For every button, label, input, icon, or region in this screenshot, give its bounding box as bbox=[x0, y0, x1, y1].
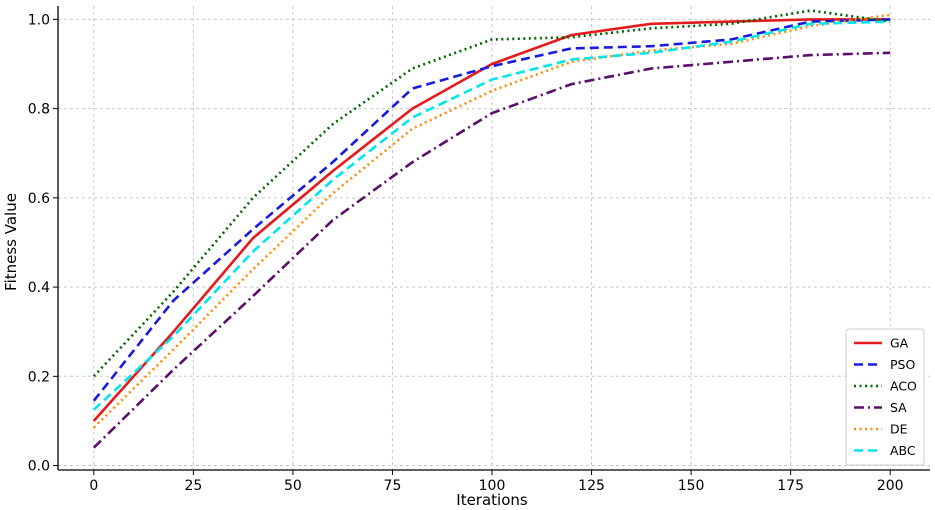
y-tick-label: 0.2 bbox=[28, 369, 50, 385]
x-tick-label: 100 bbox=[479, 478, 506, 494]
legend-label-abc: ABC bbox=[890, 443, 916, 458]
legend-label-ga: GA bbox=[890, 336, 909, 351]
series-line-pso bbox=[92, 18, 891, 402]
x-tick-label: 50 bbox=[284, 478, 302, 494]
x-tick-label: 75 bbox=[384, 478, 402, 494]
legend: GA PSO ACO SA DE ABC bbox=[845, 328, 925, 466]
legend-label-sa: SA bbox=[890, 400, 907, 415]
legend-label-aco: ACO bbox=[890, 379, 917, 394]
series-line-aco bbox=[92, 9, 891, 378]
y-tick-label: 0.8 bbox=[28, 102, 50, 118]
x-tick-label: 150 bbox=[678, 478, 705, 494]
y-tick-label: 0.6 bbox=[28, 191, 50, 207]
legend-label-pso: PSO bbox=[890, 357, 915, 372]
legend-label-de: DE bbox=[890, 422, 908, 437]
y-tick-label: 0.0 bbox=[28, 459, 50, 475]
axes bbox=[53, 6, 930, 475]
series-line-de bbox=[92, 13, 891, 429]
series-line-ga bbox=[92, 18, 891, 422]
x-tick-label: 125 bbox=[578, 478, 605, 494]
grid bbox=[58, 6, 930, 470]
x-tick-label: 25 bbox=[184, 478, 202, 494]
x-tick-label: 175 bbox=[777, 478, 804, 494]
legend-box bbox=[845, 328, 925, 466]
y-tick-label: 1.0 bbox=[28, 12, 50, 28]
x-tick-label: 0 bbox=[89, 478, 98, 494]
tick-labels: 0 25 50 75 100 125 150 175 200 0.0 0.2 0.4 0.6 0.8 1.0 bbox=[28, 12, 904, 494]
series-lines bbox=[92, 9, 891, 449]
x-axis-label: Iterations bbox=[456, 491, 528, 509]
series-line-abc bbox=[92, 20, 891, 411]
y-axis-label: Fitness Value bbox=[2, 193, 20, 291]
y-tick-label: 0.4 bbox=[28, 280, 50, 296]
series-line-sa bbox=[92, 51, 891, 449]
x-tick-label: 200 bbox=[877, 478, 904, 494]
